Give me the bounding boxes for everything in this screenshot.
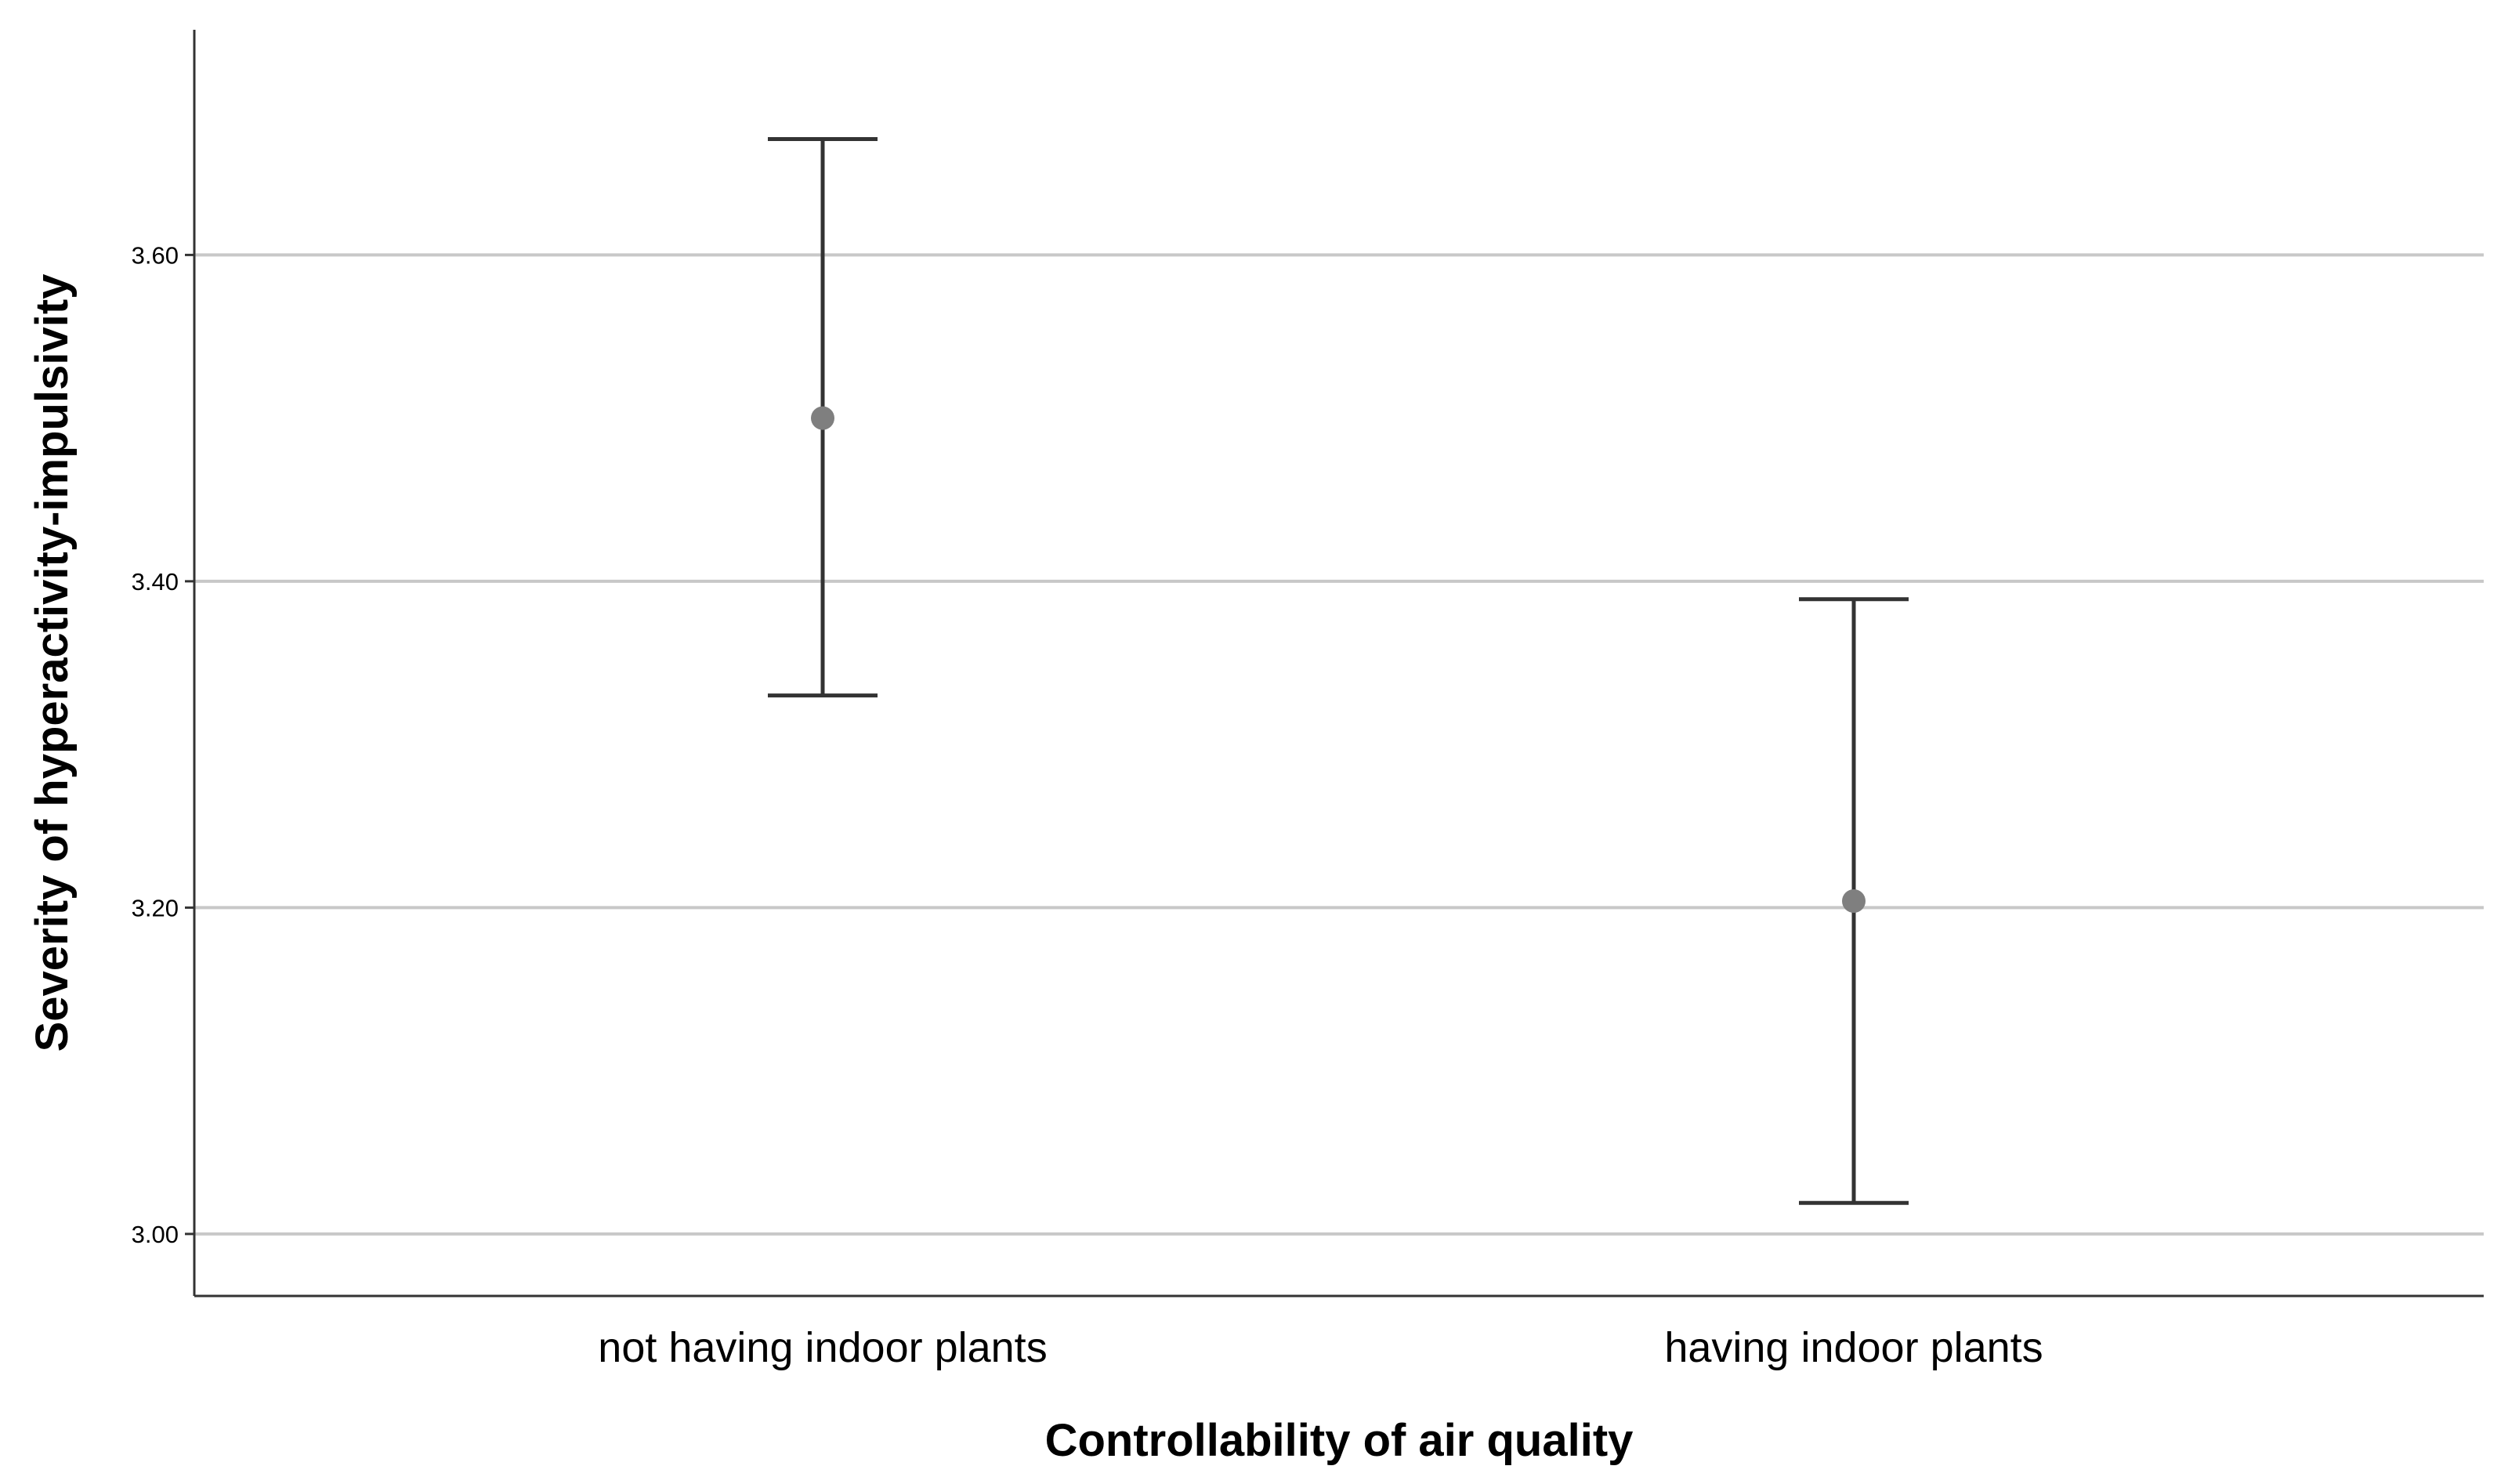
- y-tick-label: 3.40: [132, 568, 179, 595]
- x-category-label: having indoor plants: [1664, 1324, 2043, 1371]
- mean-markers: [811, 406, 1866, 914]
- gridlines: [194, 253, 2484, 1236]
- y-tick-label: 3.60: [132, 241, 179, 269]
- y-axis-ticks: 3.00 3.20 3.40 3.60: [132, 241, 194, 1248]
- y-tick-label: 3.00: [132, 1221, 179, 1248]
- mean-marker: [1842, 889, 1866, 914]
- error-bars: [768, 137, 1909, 1205]
- mean-marker: [811, 406, 834, 430]
- y-axis-title: Severity of hyperactivity-impulsivity: [27, 274, 78, 1052]
- x-axis-title: Controllability of air quality: [1045, 1415, 1634, 1466]
- x-axis-categories: not having indoor plants having indoor pl…: [598, 1324, 2043, 1371]
- y-tick-label: 3.20: [132, 894, 179, 921]
- x-category-label: not having indoor plants: [598, 1324, 1047, 1371]
